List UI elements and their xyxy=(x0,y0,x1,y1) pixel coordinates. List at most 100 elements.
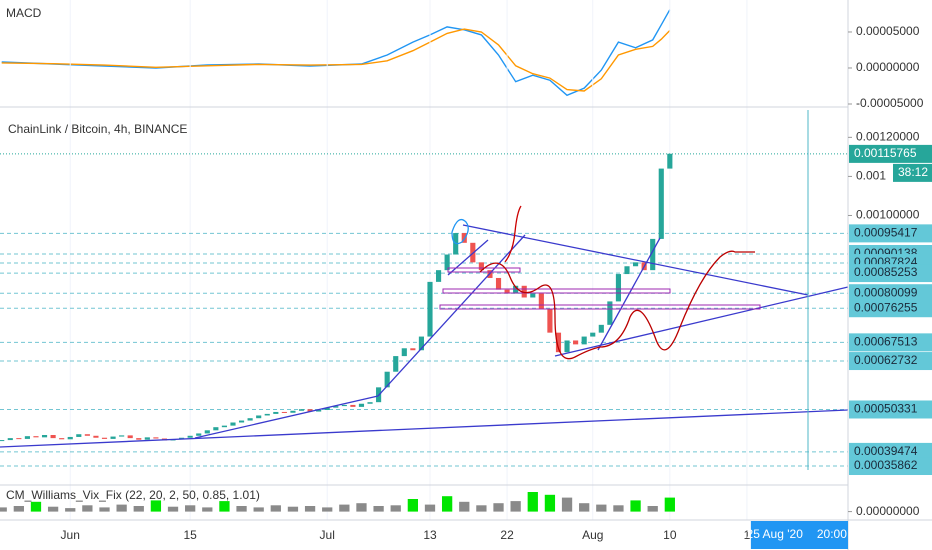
candle-body xyxy=(435,270,442,282)
level-label: 0.00076255 xyxy=(854,300,918,314)
vix-bar xyxy=(510,501,521,512)
level-label-bg xyxy=(849,224,932,243)
candle-body xyxy=(290,410,296,413)
candle-body xyxy=(33,436,39,438)
vix-bar xyxy=(0,507,7,512)
vix-bar xyxy=(373,506,384,512)
x-tick-label: 15 xyxy=(183,528,197,542)
candle-body xyxy=(204,430,210,434)
level-label-bg xyxy=(849,299,932,318)
vix-bar xyxy=(13,506,24,512)
candle-body xyxy=(615,274,622,302)
level-label: 0.00067513 xyxy=(854,335,918,349)
level-label-bg xyxy=(849,264,932,283)
candle-body xyxy=(307,409,313,412)
candle-body xyxy=(367,402,373,404)
candle-body xyxy=(324,407,330,410)
x-tick-label: 1 xyxy=(744,528,751,542)
candle-body xyxy=(573,340,579,345)
candle-body xyxy=(393,356,399,372)
candle-body xyxy=(101,437,108,439)
vix-bar xyxy=(441,496,453,512)
candle-body xyxy=(247,418,253,421)
candle-body xyxy=(76,434,82,437)
x-tick-label: Aug xyxy=(582,528,603,542)
candle-body xyxy=(555,332,562,353)
axis-layer: 0.00005000 0.00000000 -0.00005000 0.0012000… xyxy=(61,24,932,549)
candle-body xyxy=(84,434,90,436)
level-label: 0.00062732 xyxy=(854,353,918,367)
candle-body xyxy=(650,238,656,271)
candle-body xyxy=(264,413,270,416)
scribble xyxy=(451,218,469,245)
drawings xyxy=(0,110,849,470)
vix-bar xyxy=(527,492,538,512)
candle-body xyxy=(547,309,553,333)
vix-bar xyxy=(287,506,299,512)
candle-body xyxy=(384,371,390,388)
x-tick-label: Jun xyxy=(61,528,80,542)
candle-body xyxy=(221,425,227,428)
vix-bar xyxy=(407,499,419,512)
candle-body xyxy=(598,324,604,333)
vix-bar xyxy=(82,505,93,512)
vix-bar xyxy=(390,505,401,512)
candle-body xyxy=(230,422,236,426)
vix-bar xyxy=(219,501,230,512)
trend-line xyxy=(447,239,489,276)
candle-body xyxy=(273,411,279,414)
candle-body xyxy=(418,336,424,351)
macd-line xyxy=(1,28,671,92)
candle-body xyxy=(513,285,519,294)
vix-bar xyxy=(664,497,675,512)
level-label-bg xyxy=(849,333,932,352)
vix-bar xyxy=(236,506,247,512)
vix-bar xyxy=(253,507,264,512)
candle-body xyxy=(316,410,322,412)
candle-body xyxy=(127,435,133,439)
macd-line xyxy=(1,9,671,97)
candle-body xyxy=(187,435,193,438)
candle-body xyxy=(59,438,65,440)
level-label-bg xyxy=(849,457,932,476)
candle-body xyxy=(564,340,570,353)
level-label: 0.00035862 xyxy=(854,458,918,472)
candle-body xyxy=(136,438,142,440)
y-tick-label: 0.00100000 xyxy=(856,208,920,222)
x-tick-label: Jul xyxy=(320,528,335,542)
candle-body xyxy=(110,436,116,439)
trend-line xyxy=(194,395,379,439)
last-price-bg xyxy=(849,144,932,163)
vix-bar xyxy=(579,503,590,512)
y-tick-label: 0.00000000 xyxy=(856,60,920,74)
vix-bar xyxy=(30,501,42,512)
level-label: 0.00039474 xyxy=(854,444,918,458)
candle-body xyxy=(16,438,22,440)
vix-bar xyxy=(47,506,59,512)
candle-body xyxy=(144,437,150,440)
candle-body xyxy=(341,404,347,407)
candle-body xyxy=(119,435,125,437)
vix-bar xyxy=(304,506,316,512)
projection-curve xyxy=(504,205,522,263)
vix-bar xyxy=(99,507,110,512)
y-tick-label: 0.00000000 xyxy=(856,504,920,518)
pane-title: ChainLink / Bitcoin, 4h, BINANCE xyxy=(8,122,187,136)
vix-bar xyxy=(185,505,196,512)
candle-body xyxy=(298,409,305,411)
candle-body xyxy=(478,262,484,271)
candle-body xyxy=(530,293,536,298)
candle-body xyxy=(0,440,5,442)
vix-bar xyxy=(459,501,470,512)
vix-bar xyxy=(202,507,213,512)
candle-body xyxy=(238,420,245,423)
trend-line xyxy=(462,224,809,296)
zone-box xyxy=(439,304,761,310)
cursor-time: 20:00 xyxy=(817,527,847,541)
candle-body xyxy=(607,301,613,325)
candle-body xyxy=(24,436,30,439)
countdown-bg xyxy=(893,163,932,182)
candle-body xyxy=(504,289,510,294)
